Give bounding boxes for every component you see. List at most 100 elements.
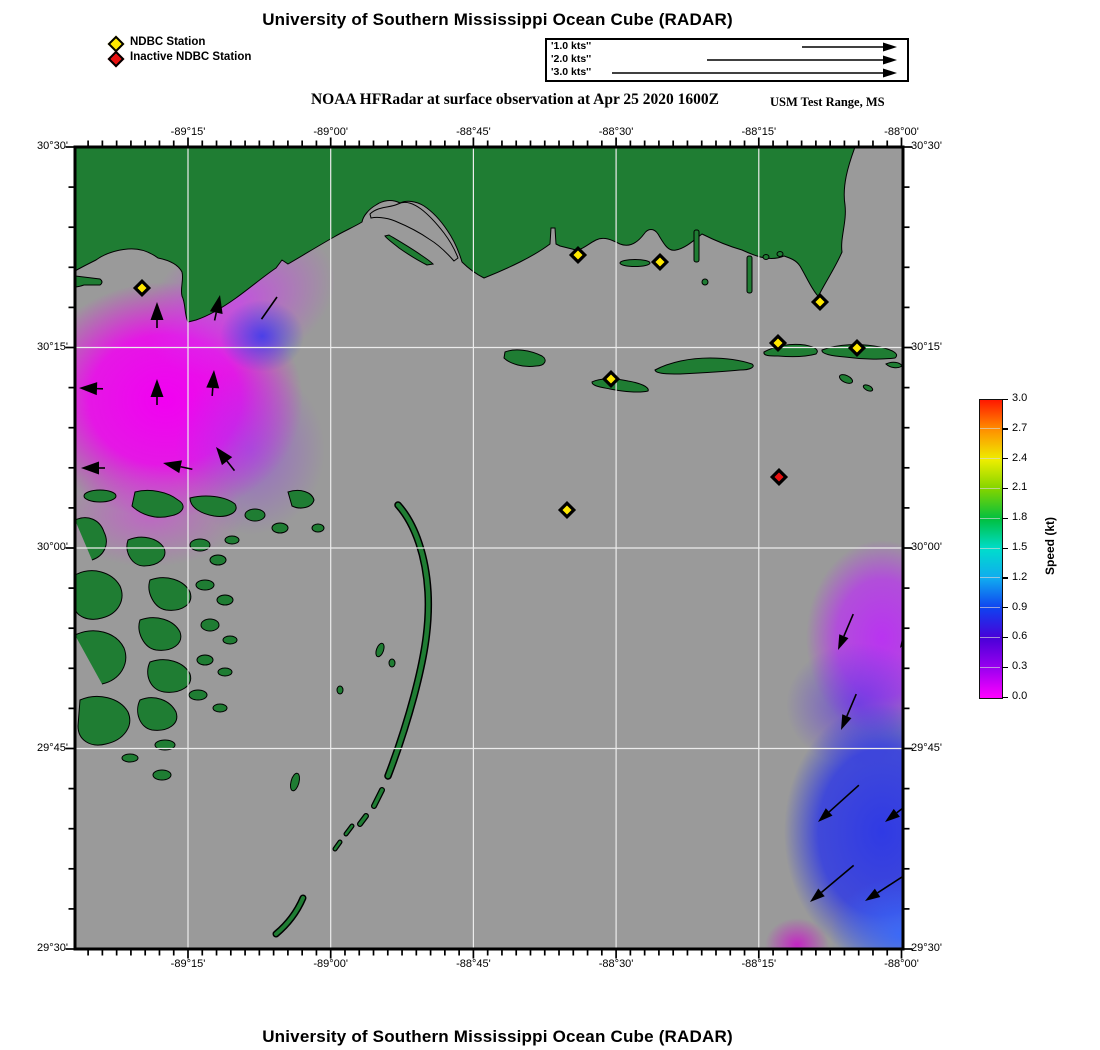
page-title-bottom: University of Southern Mississippi Ocean…: [262, 1027, 733, 1046]
colorbar-tick: [1002, 398, 1008, 400]
legend-label: Inactive NDBC Station: [130, 51, 252, 63]
colorbar-tick: [1002, 547, 1008, 549]
colorbar-tick-label: 1.8: [1012, 511, 1028, 524]
marsh-island: [195, 579, 215, 591]
current-arrow-head: [206, 370, 220, 389]
bay-st-louis-water: [369, 201, 459, 262]
marsh-island: [152, 769, 172, 781]
axis-label-right: 29°45': [911, 741, 942, 754]
current-vectors: [79, 295, 902, 902]
islet: [762, 254, 770, 260]
axis-label-right: 30°30': [911, 140, 942, 152]
island-deer: [619, 259, 651, 267]
axis-label-left: 30°30': [37, 140, 68, 152]
current-arrow-head: [209, 295, 223, 314]
colorbar-tick-label: 2.7: [1012, 421, 1028, 434]
marsh-island: [189, 538, 211, 552]
islet: [289, 772, 301, 792]
colorbar-gridline: [980, 547, 1000, 549]
west-spit-island: [76, 275, 103, 288]
current-arrow-head: [163, 460, 182, 474]
colorbar-tick-label: 3.0: [1012, 392, 1028, 404]
current-arrow-head: [81, 461, 99, 475]
marsh-island: [188, 689, 208, 701]
axis-label-top: -88°45': [456, 126, 491, 138]
station-markers: [132, 245, 867, 520]
island: [838, 374, 854, 384]
axis-label-top: -89°00': [313, 126, 348, 138]
marsh-island: [271, 522, 289, 534]
current-arrow-tail: [877, 876, 902, 894]
colorbar-tick-label: 0.6: [1012, 630, 1028, 643]
marsh-island: [138, 617, 182, 651]
colorbar-tick: [1002, 517, 1008, 520]
marsh-island: [222, 635, 238, 645]
marsh-island: [189, 495, 237, 517]
axis-label-top: -88°00': [884, 126, 919, 138]
axis-label-right: 30°15': [911, 340, 942, 353]
marsh-island: [244, 508, 266, 522]
ndbc-station-marker: [568, 245, 588, 265]
current-arrow-head: [216, 447, 233, 466]
islet: [776, 251, 784, 257]
islet: [336, 685, 344, 695]
island: [885, 361, 902, 369]
ndbc-station-marker: [847, 338, 867, 358]
current-arrow-head: [885, 808, 900, 822]
axis-label-bottom: -88°15': [741, 958, 777, 970]
colorbar-tick: [1002, 666, 1008, 669]
graticule-gridlines: [76, 148, 902, 948]
speed-colorbar: [979, 399, 1003, 699]
marsh-island: [200, 618, 220, 632]
axis-label-bottom: -88°00': [884, 958, 919, 970]
colorbar-gridline: [980, 666, 1000, 668]
current-arrow-head: [900, 640, 902, 648]
coastline-mainland: [76, 148, 855, 323]
legend-label: NDBC Station: [130, 36, 206, 48]
islet: [746, 255, 753, 294]
ndbc-station-marker: [601, 369, 621, 389]
marsh-island: [137, 697, 178, 731]
marsh-island: [216, 594, 234, 606]
ndbc-station-marker: [132, 278, 152, 298]
current-arrow-head: [838, 634, 849, 650]
island: [862, 384, 874, 392]
axis-label-right: 30°00': [911, 541, 942, 553]
colorbar-gridline: [980, 517, 1000, 519]
colorbar-gridline: [980, 607, 1000, 609]
ndbc-station-marker: [768, 333, 788, 353]
range-label: USM Test Range, MS: [770, 95, 885, 109]
colorbar-tick: [1002, 428, 1008, 430]
small-current-stroke: [260, 296, 278, 320]
colorbar-tick-label: 0.3: [1012, 660, 1028, 673]
marsh-island: [76, 570, 123, 620]
scale-row-label: '1.0 kts'': [551, 40, 592, 52]
colorbar-tick-label: 1.5: [1012, 541, 1028, 553]
colorbar-tick: [1002, 636, 1008, 639]
current-arrow-tail: [211, 387, 214, 396]
current-arrow-tail: [846, 693, 857, 717]
axis-label-left: 29°45': [37, 741, 68, 754]
map-canvas: [65, 137, 913, 959]
axis-label-bottom: -88°30': [598, 958, 634, 970]
marsh-island: [154, 739, 176, 751]
marsh-island: [131, 489, 184, 518]
colorbar-gridline: [980, 487, 1000, 489]
islet: [693, 229, 700, 263]
axis-label-bottom: -89°00': [313, 958, 348, 970]
colorbar-tick-label: 1.2: [1012, 570, 1028, 583]
marsh-island: [76, 517, 107, 561]
axis-label-left: 30°00': [37, 541, 68, 553]
axis-label-top: -89°15': [170, 126, 206, 138]
colorbar-tick: [1002, 577, 1008, 579]
inactive-ndbc-diamond-icon: [107, 50, 125, 68]
marsh-island: [217, 667, 233, 677]
vector-scale-box: '1.0 kts'' '2.0 kts'' '3.0 kts'': [545, 38, 909, 82]
island-cat: [503, 349, 546, 367]
land-areas: [76, 148, 902, 792]
axis-label-top: -88°15': [741, 126, 777, 138]
current-arrow-head: [818, 808, 833, 822]
axis-label-bottom: -88°45': [456, 958, 491, 970]
current-arrow-tail: [843, 613, 854, 637]
scale-arrows: [612, 42, 897, 78]
